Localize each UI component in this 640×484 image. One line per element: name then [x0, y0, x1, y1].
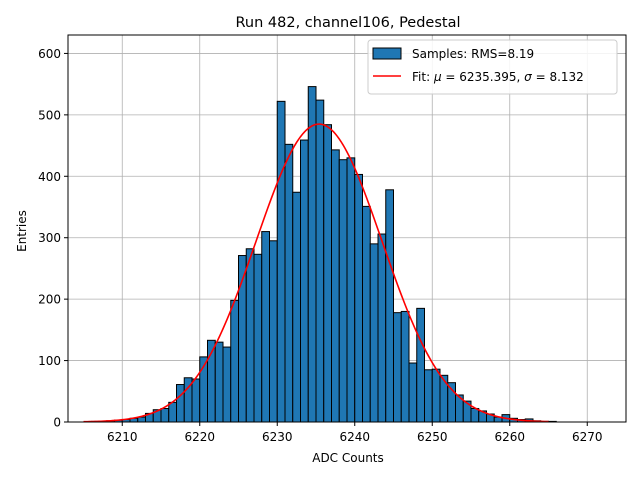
histogram-bar — [261, 231, 270, 423]
histogram-bar — [362, 205, 371, 423]
y-tick-label: 600 — [38, 47, 61, 61]
histogram-bar — [307, 86, 317, 423]
histogram-bar — [300, 139, 309, 423]
histogram-bar — [346, 157, 356, 423]
histogram-bar — [168, 401, 177, 423]
y-axis-ticks: 0 100 200 300 400 500 600 — [38, 47, 68, 430]
histogram-bars — [90, 86, 557, 423]
fit-curve-group — [83, 123, 549, 423]
gaussian-fit-curve — [83, 123, 549, 423]
x-tick-label: 6220 — [184, 430, 215, 444]
histogram-bar — [214, 341, 224, 423]
histogram-bar — [338, 159, 348, 423]
histogram-bar — [369, 243, 379, 423]
histogram-bar — [253, 253, 263, 423]
histogram-bar — [315, 99, 325, 423]
histogram-bar — [400, 310, 410, 423]
x-tick-label: 6210 — [107, 430, 138, 444]
x-axis-ticks: 6210 6220 6230 6240 6250 6260 6270 — [107, 422, 603, 444]
x-tick-label: 6270 — [572, 430, 603, 444]
histogram-bar — [245, 248, 255, 423]
histogram-bar — [269, 240, 278, 423]
histogram-bar — [470, 407, 480, 423]
histogram-bar — [276, 100, 286, 423]
legend-samples-swatch — [372, 47, 402, 60]
histogram-bar — [416, 307, 425, 423]
legend-samples-label: Samples: RMS=8.19 — [412, 47, 534, 61]
legend-box — [367, 39, 618, 95]
histogram-bar — [424, 369, 433, 423]
histogram-bar — [393, 312, 402, 423]
x-tick-label: 6240 — [339, 430, 370, 444]
histogram-bar — [284, 143, 294, 423]
histogram-bar — [377, 233, 387, 423]
histogram-bar — [222, 346, 232, 423]
y-tick-label: 400 — [38, 170, 61, 184]
histogram-bar — [431, 368, 441, 423]
y-axis-label: Entries — [15, 210, 29, 252]
histogram-bar — [292, 191, 301, 423]
histogram-bar — [160, 407, 170, 423]
histogram-bar — [354, 173, 363, 423]
legend-fit-label: Fit: μ = 6235.395, σ = 8.132 — [412, 70, 584, 84]
y-tick-label: 300 — [38, 231, 61, 245]
x-tick-label: 6260 — [494, 430, 525, 444]
y-tick-label: 500 — [38, 108, 61, 122]
x-tick-label: 6250 — [417, 430, 448, 444]
histogram-bar — [230, 299, 239, 423]
y-tick-label: 100 — [38, 354, 61, 368]
histogram-bar — [323, 124, 332, 423]
axes-frame — [67, 34, 627, 423]
chart-title: Run 482, channel106, Pedestal — [235, 15, 460, 31]
histogram-bar — [137, 416, 146, 423]
y-tick-label: 0 — [53, 416, 61, 430]
y-tick-label: 200 — [38, 293, 61, 307]
x-tick-label: 6230 — [262, 430, 293, 444]
histogram-bar — [191, 378, 201, 423]
x-axis-label: ADC Counts — [312, 451, 384, 465]
legend: Samples: RMS=8.19 Fit: μ = 6235.395, σ =… — [367, 39, 618, 95]
histogram-bar — [408, 362, 418, 423]
histogram-bar — [331, 149, 340, 423]
histogram-bar — [176, 384, 185, 423]
histogram-bar — [385, 189, 394, 423]
